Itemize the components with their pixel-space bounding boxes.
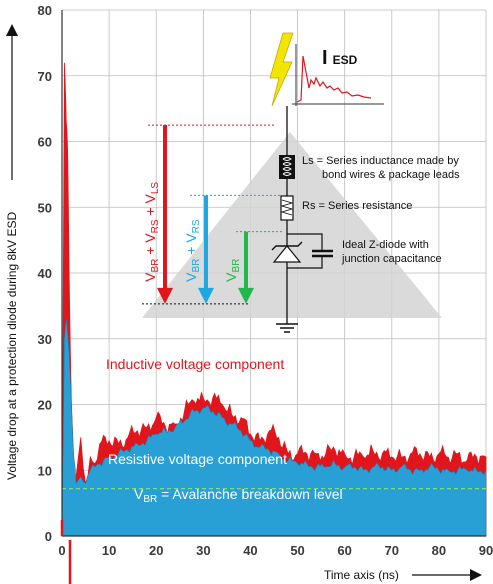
zener-diode-symbol xyxy=(272,245,302,263)
zdiode-label-line2: junction capacitance xyxy=(341,253,442,265)
blue-arrow-head xyxy=(198,287,214,304)
vbr-label: VBR = Avalanche breakdown level xyxy=(134,486,343,505)
blue-arrow-label: VBR + VRS xyxy=(183,219,202,282)
inductor-coil xyxy=(282,157,292,176)
green-arrow-head xyxy=(238,287,254,304)
resistor-zigzag xyxy=(280,199,294,216)
esd-waveform xyxy=(296,55,372,103)
x-tick-label: 10 xyxy=(102,543,116,558)
voltage-arrows: VBR + VRS + VLS VBR + VRS VBR xyxy=(142,124,282,305)
y-tick-label: 30 xyxy=(38,332,52,347)
x-tick-label: 50 xyxy=(290,543,304,558)
x-tick-label: 70 xyxy=(385,543,399,558)
y-tick-label: 80 xyxy=(38,3,52,18)
resistor-symbol xyxy=(280,195,294,221)
x-tick-label: 20 xyxy=(149,543,163,558)
y-tick-label: 0 xyxy=(45,529,52,544)
zener-diode-cathode xyxy=(271,241,303,251)
x-tick-label: 40 xyxy=(243,543,257,558)
y-tick-label: 60 xyxy=(38,135,52,150)
x-axis-title: Time axis (ns) xyxy=(324,568,399,582)
y-tick-label: 40 xyxy=(38,266,52,281)
inductive-label: Inductive voltage component xyxy=(106,356,284,372)
x-tick-label: 0 xyxy=(58,543,65,558)
y-tick-label: 20 xyxy=(38,398,52,413)
data-areas xyxy=(61,62,487,537)
y-tick-label: 10 xyxy=(38,463,52,478)
rs-label: Rs = Series resistance xyxy=(302,200,412,212)
axes xyxy=(60,10,486,584)
ls-label-line2: bond wires & package leads xyxy=(322,169,460,181)
lightning-bolt-icon xyxy=(269,32,294,107)
esd-current-label: I ESD xyxy=(322,47,358,69)
x-tick-label: 30 xyxy=(196,543,210,558)
ls-label-line1: Ls = Series inductance made by xyxy=(302,155,459,167)
y-tick-label: 50 xyxy=(38,200,52,215)
red-arrow-label: VBR + VRS + VLS xyxy=(142,182,161,282)
y-axis-title-group: Voltage drop at a protection diode durin… xyxy=(5,24,19,480)
y-axis-title: Voltage drop at a protection diode durin… xyxy=(5,211,19,480)
x-tick-label: 80 xyxy=(432,543,446,558)
circuit-diagram: I ESD Ls = Series inductance made by bond… xyxy=(142,32,460,333)
capacitor-branch-wire xyxy=(287,233,323,269)
green-arrow-label: VBR xyxy=(223,259,242,282)
x-tick-label: 60 xyxy=(337,543,351,558)
ticks: 0 10 20 30 40 50 60 70 80 0 10 20 30 40 50 60 70 80 90 xyxy=(38,3,493,558)
zdiode-label-line1: Ideal Z-diode with xyxy=(342,239,429,251)
series-resistive-area xyxy=(61,318,487,537)
resistive-label: Resistive voltage component xyxy=(108,451,287,467)
y-tick-label: 70 xyxy=(38,69,52,84)
background-triangle xyxy=(142,132,442,318)
red-arrow-head xyxy=(157,287,173,304)
x-axis-title-group: Time axis (ns) xyxy=(324,568,482,582)
x-tick-label: 90 xyxy=(479,543,493,558)
